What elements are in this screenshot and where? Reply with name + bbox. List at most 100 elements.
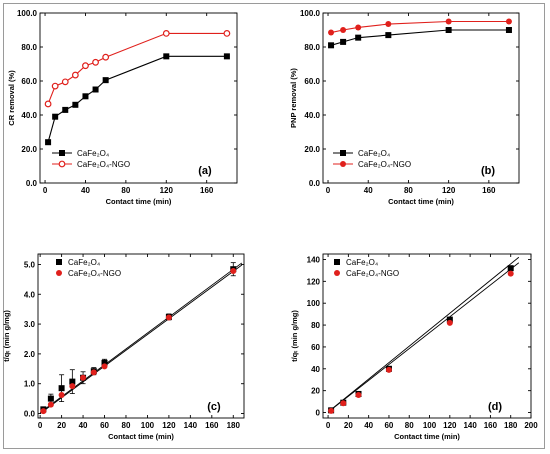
- x-tick-label: 120: [443, 421, 457, 430]
- series-1: [328, 27, 512, 49]
- data-point: [40, 408, 47, 415]
- legend-marker: [59, 150, 65, 156]
- y-tick-label: 0: [316, 409, 321, 418]
- x-tick-label: 60: [384, 421, 393, 430]
- legend-marker: [340, 161, 346, 167]
- y-axis-label: t/qₜ (min g/mg): [2, 310, 11, 362]
- data-point: [82, 62, 89, 70]
- data-point: [82, 93, 89, 100]
- panel-label: (d): [488, 401, 502, 413]
- data-point: [92, 58, 99, 66]
- x-tick-label: 0: [43, 186, 48, 195]
- data-point: [445, 18, 452, 25]
- y-tick-label: 60.0: [21, 77, 37, 86]
- legend: CaFe₂O₄ CaFe₂O₄-NGO: [334, 258, 399, 278]
- plot-area-border: [37, 253, 245, 419]
- plot-area-border: [322, 253, 532, 419]
- data-point: [355, 24, 362, 31]
- data-point: [51, 82, 59, 90]
- y-tick-label: 60.0: [304, 77, 320, 86]
- legend-label: CaFe₂O₄-NGO: [346, 269, 399, 278]
- data-point: [385, 366, 392, 373]
- data-point: [507, 270, 514, 277]
- data-point: [80, 374, 87, 381]
- data-point: [69, 378, 76, 385]
- data-point: [69, 383, 76, 390]
- series-1: [40, 262, 237, 413]
- data-point: [52, 113, 59, 120]
- data-point: [102, 77, 109, 84]
- data-point: [446, 316, 453, 323]
- series-2: [328, 270, 514, 414]
- x-tick-label: 40: [81, 186, 90, 195]
- y-tick-label: 1.0: [24, 380, 36, 389]
- data-point: [230, 267, 237, 274]
- y-tick-label: 4.0: [24, 290, 36, 299]
- y-tick-label: 100.0: [300, 9, 321, 18]
- y-tick-label: 5.0: [24, 260, 36, 269]
- x-tick-label: 160: [482, 186, 496, 195]
- x-tick-label: 80: [122, 421, 131, 430]
- y-tick-label: 20.0: [304, 145, 320, 154]
- data-point: [505, 18, 512, 25]
- plot-area-border: [322, 12, 520, 184]
- data-point: [223, 53, 230, 60]
- legend-label: CaFe₂O₄: [68, 258, 100, 267]
- series-1: [45, 53, 230, 146]
- y-tick-label: 80.0: [304, 43, 320, 52]
- series-2: [40, 267, 237, 415]
- data-point: [61, 78, 69, 86]
- x-tick-label: 0: [38, 421, 43, 430]
- x-tick-label: 40: [364, 186, 373, 195]
- data-point: [58, 385, 65, 392]
- x-tick-label: 200: [524, 421, 538, 430]
- x-axis-label: Contact time (min): [108, 432, 174, 441]
- data-point: [355, 392, 362, 399]
- chart-panel-c: 0 20 40 60 80 100 120 140 160 180 0.0 1.0 2.0 3.0 4.0 5…: [2, 253, 245, 441]
- data-point: [328, 407, 335, 414]
- y-tick-label: 20.0: [21, 145, 37, 154]
- data-point: [58, 392, 65, 399]
- data-point: [72, 101, 79, 108]
- y-axis-label: CR removal (%): [7, 70, 16, 126]
- y-tick-label: 0.0: [26, 179, 38, 188]
- y-tick-label: 0.0: [309, 179, 321, 188]
- data-point: [101, 359, 108, 366]
- figure-frame: [3, 3, 545, 449]
- data-point: [445, 27, 452, 33]
- data-point: [90, 369, 97, 376]
- legend-marker: [334, 270, 340, 276]
- legend-marker: [56, 270, 62, 276]
- y-tick-label: 80: [311, 321, 320, 330]
- x-tick-label: 60: [100, 421, 109, 430]
- y-tick-label: 20: [311, 387, 320, 396]
- data-point: [385, 21, 392, 28]
- legend-label: CaFe₂O₄: [346, 258, 378, 267]
- plot-area-border: [39, 12, 238, 184]
- legend-marker: [56, 259, 62, 265]
- data-point: [102, 53, 110, 61]
- legend-label: CaFe₂O₄-NGO: [358, 160, 411, 169]
- data-point: [328, 42, 335, 49]
- data-point: [165, 314, 172, 321]
- chart-panel-d: 0 20 40 60 80 100 120 140 160 180 200 0 20 40 60 80 100 1…: [290, 253, 538, 441]
- y-tick-label: 60: [311, 343, 320, 352]
- x-tick-label: 120: [162, 421, 176, 430]
- x-tick-label: 100: [423, 421, 437, 430]
- panel-label: (c): [207, 401, 221, 413]
- y-tick-label: 40: [311, 365, 320, 374]
- data-point: [507, 265, 514, 272]
- data-point: [340, 400, 347, 407]
- chart-panel-b: 0 40 80 120 160 0.0 20.0 40.0 60.0 80.0 100.0 Conta…: [289, 9, 520, 206]
- panel-label: (a): [198, 165, 212, 177]
- x-tick-label: 40: [364, 421, 373, 430]
- x-axis-label: Contact time (min): [388, 197, 454, 206]
- y-tick-label: 80.0: [21, 43, 37, 52]
- data-point: [340, 38, 347, 45]
- data-point: [446, 319, 453, 326]
- x-tick-label: 0: [326, 421, 331, 430]
- data-point: [62, 106, 69, 113]
- x-tick-label: 20: [57, 421, 66, 430]
- data-point: [44, 100, 52, 108]
